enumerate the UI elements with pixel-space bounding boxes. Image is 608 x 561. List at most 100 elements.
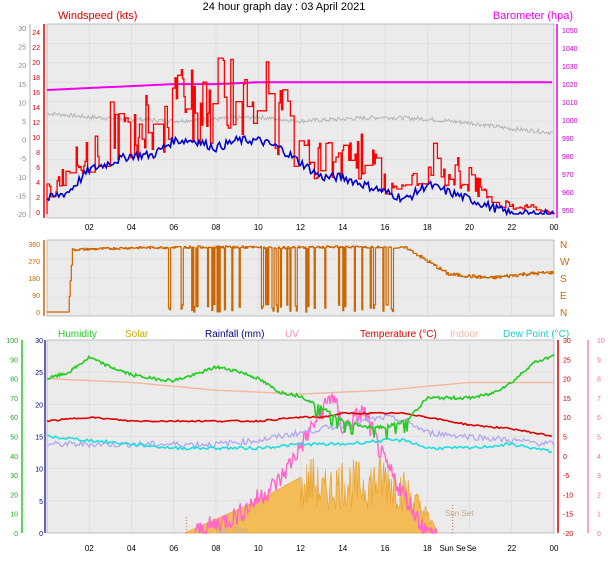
sunset-axis-label-2: Se (467, 544, 477, 553)
wind-x-axis: 02 04 06 08 10 12 14 16 18 20 22 00 (85, 223, 559, 232)
x-tick-label: 12 (296, 223, 305, 232)
wind-left-outer-tick: 0 (22, 138, 26, 145)
wind-panel: Windspeed (kts) Barometer (hpa) 30252015… (16, 10, 578, 219)
temperature-tick: -20 (563, 531, 573, 538)
x-tick-label: 14 (338, 223, 347, 232)
uv-line (194, 392, 438, 535)
wind-left-inner-tick: 2 (36, 195, 40, 202)
direction-compass-label: N (560, 240, 567, 251)
x-tick-label: 06 (169, 544, 178, 553)
multi-legend: Humidity Solar Rainfall (mm) UV Temperature … (58, 329, 569, 340)
x-tick-label: 08 (212, 223, 221, 232)
x-tick-label: 02 (85, 223, 94, 232)
wind-left-inner-tick: 10 (32, 135, 40, 142)
humidity-tick: 90 (10, 357, 18, 364)
direction-compass-label: W (560, 257, 570, 268)
wind-left-outer-tick: -10 (16, 175, 26, 182)
wind-left-inner-tick: 20 (32, 60, 40, 67)
temperature-tick: 30 (563, 338, 571, 345)
wind-axis-ticks: 302520151050-5-10-15-2024222018161412108… (16, 24, 578, 219)
temperature-tick: 20 (563, 377, 571, 384)
humidity-tick: 60 (10, 415, 18, 422)
wind-left-inner-tick: 16 (32, 90, 40, 97)
temperature-tick: 10 (563, 415, 571, 422)
wind-right-tick: 980 (562, 154, 574, 161)
multi-x-axis: 02 04 06 08 10 12 14 16 18 22 00 Sun Se Se (85, 544, 559, 553)
legend-humidity: Humidity (58, 329, 97, 340)
direction-compass-label: S (560, 274, 567, 285)
temperature-tick: 5 (563, 435, 567, 442)
humidity-tick: 40 (10, 454, 18, 461)
rain-tick: 5 (39, 499, 43, 506)
wind-right-tick: 970 (562, 172, 574, 179)
barometer-line (46, 81, 552, 91)
humidity-tick: 70 (10, 396, 18, 403)
legend-solar: Solar (125, 329, 149, 340)
wind-average-line (46, 134, 555, 217)
humidity-line (46, 353, 555, 440)
wind-left-inner-tick: 4 (36, 180, 40, 187)
uv-tick: 1 (597, 512, 601, 519)
wind-right-tick: 950 (562, 208, 574, 215)
wind-left-inner-tick: 12 (32, 120, 40, 127)
x-tick-label: 04 (127, 223, 136, 232)
uv-tick: 4 (597, 454, 601, 461)
wind-right-tick: 1020 (562, 82, 578, 89)
wind-right-tick: 990 (562, 136, 574, 143)
x-tick-label: 18 (423, 544, 432, 553)
uv-tick: 3 (597, 473, 601, 480)
x-tick-label: 08 (212, 544, 221, 553)
sunset-axis-label: Sun Se (439, 544, 466, 553)
uv-tick: 0 (597, 531, 601, 538)
wind-left-inner-tick: 18 (32, 75, 40, 82)
wind-left-outer-tick: -20 (16, 212, 26, 219)
temperature-tick: 0 (563, 454, 567, 461)
wind-grey-series (46, 111, 553, 136)
wind-left-outer-tick: 25 (18, 45, 26, 52)
humidity-tick: 80 (10, 377, 18, 384)
uv-tick: 10 (597, 338, 605, 345)
wind-left-inner-tick: 0 (36, 210, 40, 217)
uv-tick: 2 (597, 492, 601, 499)
legend-uv: UV (285, 329, 299, 340)
x-tick-label: 00 (550, 544, 559, 553)
x-tick-label: 06 (169, 223, 178, 232)
rain-tick: 25 (35, 370, 43, 377)
direction-left-tick: 360 (28, 242, 40, 249)
indoor-line (46, 377, 554, 395)
direction-compass-label: N (560, 308, 567, 319)
wind-left-outer-tick: -15 (16, 193, 26, 200)
temperature-tick: -10 (563, 492, 573, 499)
page-title: 24 hour graph day : 03 April 2021 (203, 1, 366, 13)
wind-right-tick: 1030 (562, 64, 578, 71)
legend-dew: Dew Point (°C) (503, 329, 569, 340)
direction-grid (47, 240, 554, 316)
wind-left-outer-tick: 20 (18, 63, 26, 70)
x-tick-label: 02 (85, 544, 94, 553)
x-tick-label: 20 (465, 223, 474, 232)
direction-left-tick: 180 (28, 276, 40, 283)
wind-right-tick: 1000 (562, 118, 578, 125)
wind-left-outer-tick: -5 (20, 156, 26, 163)
x-tick-label: 22 (507, 223, 516, 232)
wind-right-tick: 1040 (562, 46, 578, 53)
temperature-tick: 25 (563, 357, 571, 364)
x-tick-label: 16 (381, 223, 390, 232)
direction-series (47, 245, 554, 313)
humidity-tick: 0 (14, 531, 18, 538)
x-tick-label: 12 (296, 544, 305, 553)
wind-left-inner-tick: 14 (32, 105, 40, 112)
wind-left-outer-tick: 30 (18, 26, 26, 33)
rain-tick: 20 (35, 402, 43, 409)
sunset-label: Sun Set (445, 509, 474, 518)
wind-left-outer-tick: 15 (18, 82, 26, 89)
humidity-tick: 50 (10, 435, 18, 442)
wind-left-outer-tick: 10 (18, 100, 26, 107)
wind-series (46, 57, 555, 217)
uv-tick: 7 (597, 396, 601, 403)
uv-tick: 6 (597, 415, 601, 422)
multi-panel: Humidity Solar Rainfall (mm) UV Temperature … (6, 329, 605, 538)
direction-compass-label: E (560, 291, 567, 302)
